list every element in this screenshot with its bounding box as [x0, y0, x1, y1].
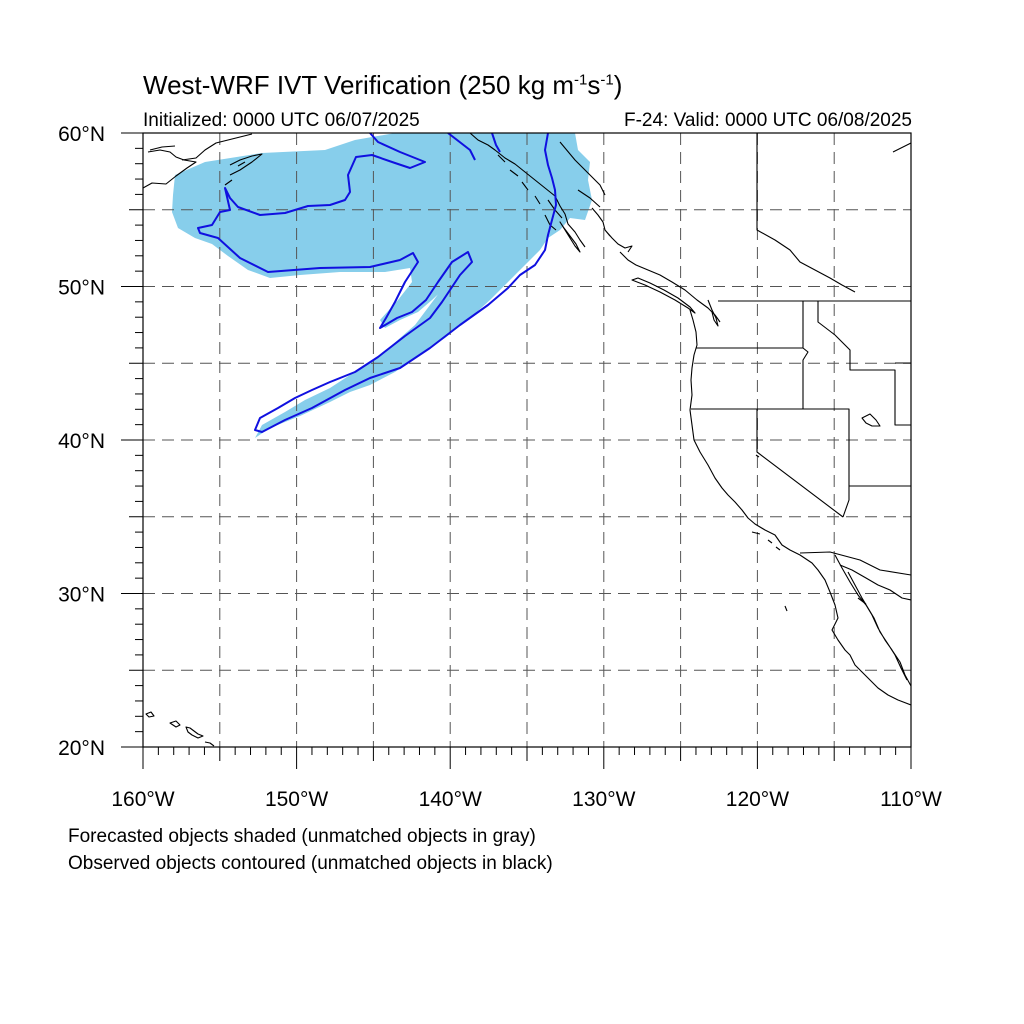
lon-label: 110°W: [880, 788, 942, 811]
canada-interior: [756, 133, 911, 293]
observed-object-contour: [197, 133, 557, 433]
lat-label: 40°N: [58, 430, 105, 453]
lat-label: 20°N: [58, 737, 105, 760]
alaska-panhandle-coast: [469, 133, 586, 248]
great-salt-lake: [861, 413, 881, 427]
us-mexico-border: [799, 551, 911, 576]
title-mid: s: [587, 70, 601, 100]
west-coast: [689, 309, 911, 706]
forecast-object-shade: [172, 133, 592, 438]
lon-label: 150°W: [265, 788, 328, 811]
caption-observed: Observed objects contoured (unmatched ob…: [68, 853, 553, 874]
valid-time-label: F-24: Valid: 0000 UTC 06/08/2025: [624, 110, 912, 131]
lon-label: 140°W: [419, 788, 482, 811]
coastlines: [143, 133, 911, 747]
init-time-label: Initialized: 0000 UTC 06/07/2025: [143, 110, 420, 131]
panhandle-border: [559, 141, 606, 208]
alaska-coast: [143, 133, 263, 189]
bc-coast: [591, 207, 721, 323]
gulf-of-california-coast: [834, 554, 911, 687]
lon-label: 130°W: [572, 788, 635, 811]
title-end: ): [613, 70, 623, 100]
observed-object-north: [447, 133, 501, 161]
axis-ticks: [121, 132, 912, 769]
mexico-mainland: [839, 564, 911, 605]
vancouver-island-coast: [631, 277, 696, 314]
lat-label: 50°N: [58, 277, 105, 300]
longitude-labels: 160°W 150°W 140°W 130°W 120°W 110°W: [111, 788, 942, 811]
caption-forecast: Forecasted objects shaded (unmatched obj…: [68, 826, 536, 847]
lake-tahoe: [755, 454, 760, 458]
map-title: West-WRF IVT Verification (250 kg m-1s-1…: [143, 70, 622, 101]
latitude-labels: 60°N 50°N 40°N 30°N 20°N: [58, 123, 105, 760]
haida-gwaii-coast: [559, 221, 581, 253]
lat-label: 60°N: [58, 123, 105, 146]
title-exp2: -1: [600, 71, 614, 89]
title-exp1: -1: [574, 71, 588, 89]
title-main: West-WRF IVT Verification (250 kg m: [143, 70, 575, 100]
lon-label: 120°W: [726, 788, 789, 811]
hawaii-coast: [145, 711, 215, 747]
lat-label: 30°N: [58, 584, 105, 607]
puget-sound-coast: [707, 299, 719, 327]
state-borders: [691, 301, 911, 518]
california-islands: [751, 531, 788, 612]
lon-label: 160°W: [111, 788, 174, 811]
